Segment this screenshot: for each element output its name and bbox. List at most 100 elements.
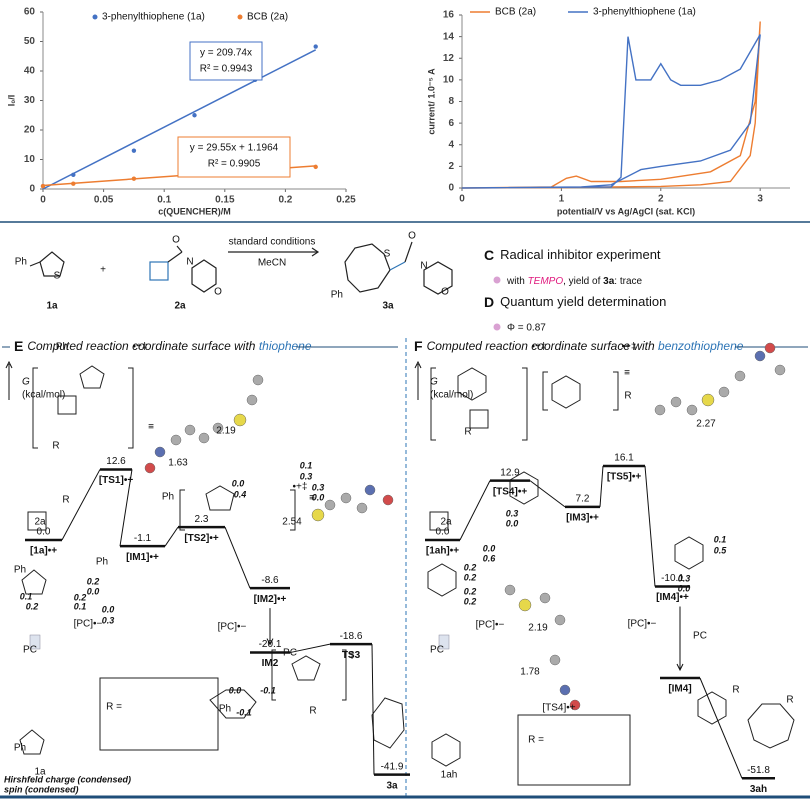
legend-marker: [92, 14, 98, 20]
spin-label: 0.2: [464, 572, 477, 582]
arrow-head: [5, 360, 13, 369]
x-tick-label: 3: [757, 194, 763, 205]
x-tick-label: 0.15: [215, 195, 235, 206]
equation-box: [177, 136, 291, 178]
annotation: [TS4]•+: [542, 703, 575, 714]
spin-label: 0.1: [74, 601, 87, 611]
point: [313, 44, 318, 49]
level-label: [IM4]•+: [656, 592, 689, 603]
x-tick-label: 0.2: [278, 195, 292, 206]
x-tick-label: 0: [459, 194, 465, 205]
connector: [699, 677, 743, 779]
spin-label: 0.0: [678, 583, 691, 593]
energy-value: -51.8: [747, 765, 770, 776]
energy-value: 0.0: [436, 527, 450, 538]
annotation: 2.19: [528, 623, 548, 634]
connector: [289, 643, 331, 654]
annotation: •+‡: [133, 342, 148, 353]
axis-label: G: [430, 377, 438, 388]
solvent: MeCN: [258, 258, 286, 269]
level-label: [TS4]•+: [493, 486, 528, 497]
y-tick-label: 10: [24, 154, 36, 165]
y-axis-label: I₀/I: [6, 95, 16, 107]
energy-value: 12.9: [500, 467, 520, 478]
y-tick-label: 20: [24, 125, 36, 136]
annotation: •+‡: [532, 342, 547, 353]
annotation: ≡: [309, 493, 315, 504]
atom-label: S: [54, 271, 61, 282]
connector: [459, 480, 491, 541]
charge-label: 0.2: [464, 562, 477, 572]
connector: [61, 469, 101, 541]
charge-label: 0.2: [464, 586, 477, 596]
tempo-line: with TEMPO, yield of 3a: trace: [506, 276, 643, 287]
energy-value: 0.0: [37, 527, 51, 538]
annotation: 2.54: [282, 517, 302, 528]
annotation: Ph: [96, 557, 108, 568]
atom-label: O: [408, 231, 416, 242]
x-axis-label: c(QUENCHER)/M: [158, 206, 231, 216]
panel-title: E Computed reaction coordinate surface wi…: [14, 338, 312, 354]
connector: [371, 644, 375, 775]
connector: [644, 465, 656, 587]
section-title: Quantum yield determination: [500, 294, 666, 309]
energy-value: -8.6: [261, 575, 279, 586]
annotation: 1a: [34, 767, 46, 778]
x-tick-label: 0.05: [94, 195, 114, 206]
annotation: 1.78: [520, 667, 540, 678]
level-label: [TS5]•+: [607, 472, 642, 483]
panel-structures: [19, 365, 795, 786]
annotation: R =: [528, 735, 544, 746]
y-tick-label: 16: [443, 10, 455, 21]
legend-label: 3-phenylthiophene (1a): [102, 12, 205, 23]
annotation: PC: [23, 645, 37, 656]
reagent: TEMPO: [528, 276, 564, 287]
section-title: Radical inhibitor experiment: [500, 247, 661, 262]
equation: R² = 0.9905: [208, 159, 261, 170]
annotation: R: [732, 685, 739, 696]
level-label: 3a: [386, 780, 398, 791]
level-label: 3ah: [750, 784, 767, 795]
spin-label: 0.2: [464, 596, 477, 606]
legend-marker: [237, 14, 243, 20]
annotation: Ph: [14, 565, 26, 576]
scheme-text: Ph: [15, 257, 27, 268]
energy-value: -18.6: [340, 631, 363, 642]
condition: standard conditions: [229, 237, 316, 248]
text: : trace: [614, 276, 642, 287]
legend-spin: spin (condensed): [4, 784, 79, 794]
level-label: [IM2]•+: [254, 594, 287, 605]
annotation: 1ah: [441, 770, 458, 781]
spin-label: 0.4: [234, 489, 247, 499]
charge-label: 0.0: [102, 604, 115, 614]
x-axis-label: potential/V vs Ag/AgCl (sat. KCl): [557, 206, 695, 216]
x-tick-label: 1: [559, 194, 565, 205]
annotation: [PC]•−: [476, 620, 505, 631]
charge-label: 0.3: [678, 573, 691, 583]
3d-models: [144, 342, 786, 711]
spin-label: 0.0: [87, 586, 100, 596]
connector: [164, 526, 179, 547]
spin-label: 0.3: [300, 471, 313, 481]
annotation: R: [624, 391, 631, 402]
trendline: [42, 49, 317, 190]
connector: [119, 469, 133, 547]
y-tick-label: 50: [24, 36, 36, 47]
annotation: R: [786, 695, 793, 706]
energy-value: 16.1: [614, 453, 634, 464]
charge-label: 0.3: [312, 482, 325, 492]
spin-label: 0.0: [312, 492, 325, 502]
annotation: Ph: [56, 342, 68, 353]
bullet: [493, 323, 501, 331]
charge-label: -0.1: [236, 707, 252, 717]
y-tick-label: 60: [24, 7, 36, 18]
annotation: 1.63: [168, 458, 188, 469]
y-tick-label: 8: [448, 96, 454, 107]
level-label: [IM1]•+: [126, 552, 159, 563]
annotation: Ph: [14, 743, 26, 754]
arrow-head: [266, 638, 274, 646]
connector: [599, 465, 604, 507]
annotation: 2.19: [216, 426, 236, 437]
annotation: R: [52, 441, 59, 452]
